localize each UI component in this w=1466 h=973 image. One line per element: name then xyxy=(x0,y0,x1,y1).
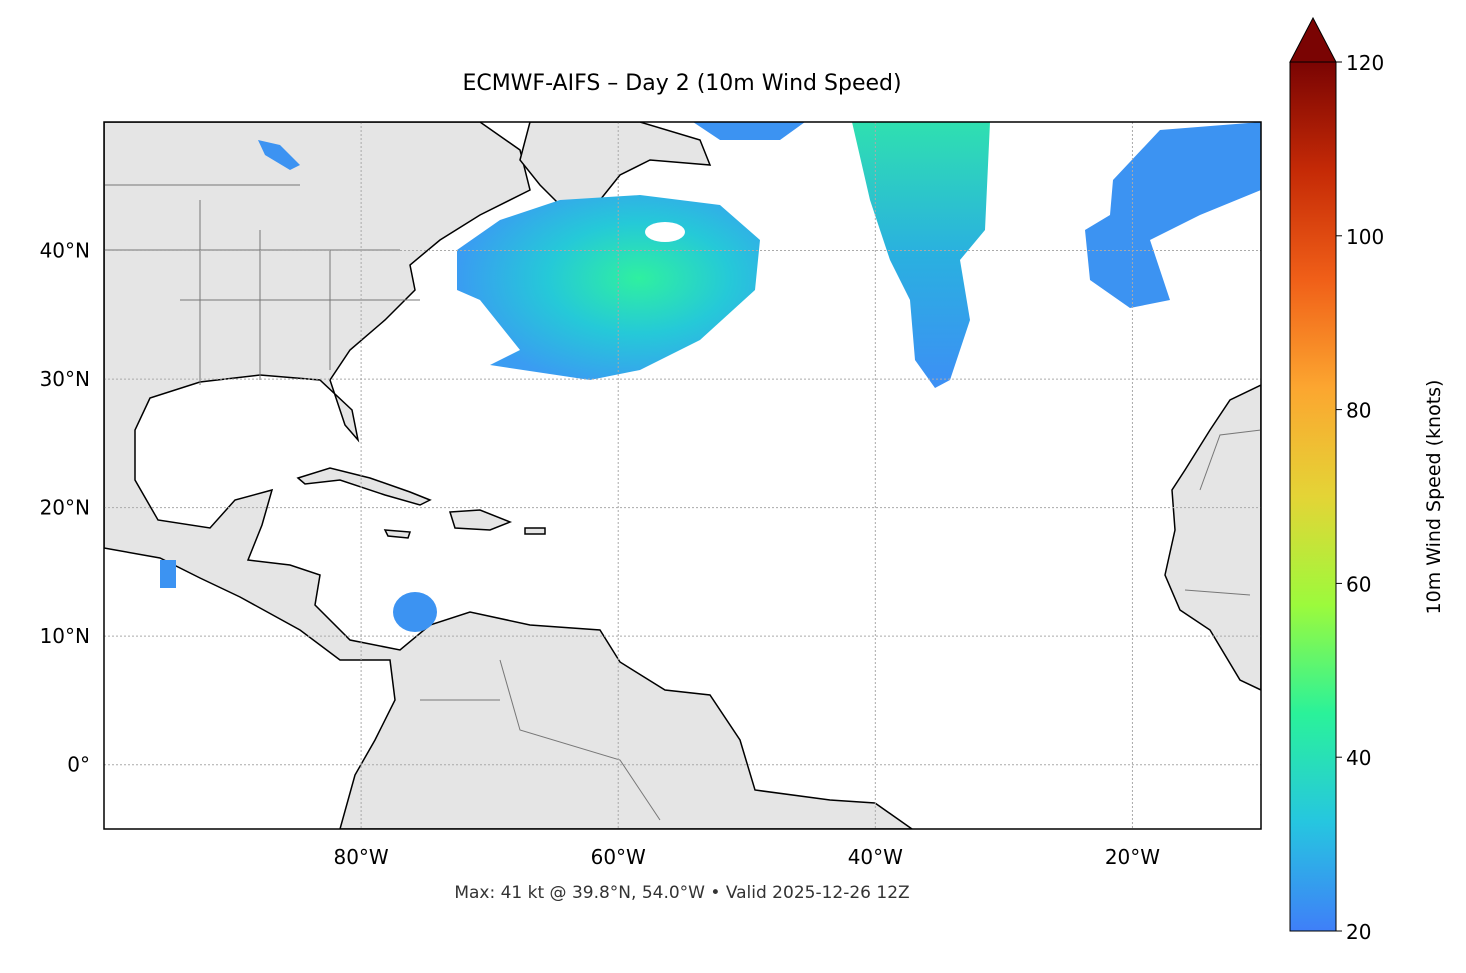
colorbar-ramp xyxy=(1289,61,1337,932)
wind-swath xyxy=(393,592,437,632)
colorbar-label: 10m Wind Speed (knots) xyxy=(1423,380,1445,615)
lon-tick-label: 80°W xyxy=(333,845,388,869)
canada-maritimes xyxy=(519,122,712,206)
footer-note: Max: 41 kt @ 39.8°N, 54.0°W • Valid 2025… xyxy=(454,883,909,903)
colorbar-tick-label: 80 xyxy=(1346,399,1371,423)
lon-tick-label: 20°W xyxy=(1105,845,1160,869)
wind-swath xyxy=(258,140,300,170)
colorbar-tick-label: 40 xyxy=(1346,746,1371,770)
wind-field xyxy=(160,122,1261,632)
colorbar-tick-label: 100 xyxy=(1346,225,1384,249)
wind-swath xyxy=(1085,122,1261,308)
lat-tick-label: 10°N xyxy=(40,624,90,648)
colorbar-tick-label: 120 xyxy=(1346,51,1384,75)
lon-tick-label: 60°W xyxy=(591,845,646,869)
colorbar-extend xyxy=(1289,16,1337,63)
lat-tick-label: 0° xyxy=(67,753,90,777)
borders xyxy=(104,184,1261,821)
wind-swath xyxy=(852,122,990,388)
jamaica xyxy=(383,529,412,539)
americas xyxy=(104,122,914,829)
map-area xyxy=(104,122,1261,829)
colorbar: 20 40 60 80 100 120 xyxy=(1289,16,1384,944)
lat-tick-label: 20°N xyxy=(40,496,90,520)
lon-tick-label: 40°W xyxy=(848,845,903,869)
cuba xyxy=(296,467,432,506)
wind-swath xyxy=(693,122,805,140)
africa xyxy=(1164,384,1261,691)
map-title: ECMWF-AIFS – Day 2 (10m Wind Speed) xyxy=(462,71,901,96)
puerto-rico xyxy=(524,527,546,535)
wind-gap xyxy=(645,222,685,242)
colorbar-tick-label: 60 xyxy=(1346,572,1371,596)
map-frame xyxy=(103,121,1262,830)
wind-swath xyxy=(160,560,176,588)
colorbar-tick-label: 20 xyxy=(1346,920,1371,944)
wind-swath xyxy=(457,195,760,380)
land xyxy=(104,122,1261,829)
graticule xyxy=(104,122,1261,829)
lat-tick-label: 40°N xyxy=(40,239,90,263)
lat-tick-label: 30°N xyxy=(40,367,90,391)
hispaniola xyxy=(449,509,513,531)
